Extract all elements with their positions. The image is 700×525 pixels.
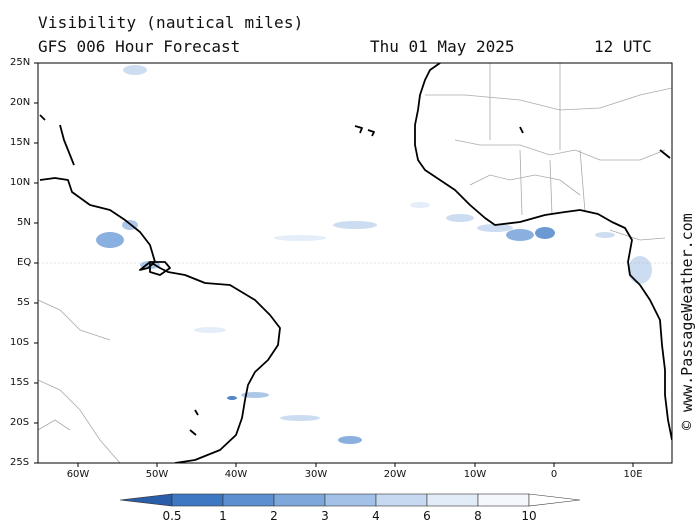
colorbar-swatch <box>222 493 275 507</box>
lon-label: 40W <box>224 469 248 480</box>
axis-ticks <box>34 62 634 467</box>
lon-label: 50W <box>145 469 169 480</box>
visibility-patches <box>96 65 652 444</box>
colorbar-swatch <box>477 493 530 507</box>
coastlines <box>39 63 672 463</box>
colorbar-swatch <box>324 493 377 507</box>
colorbar-label: 8 <box>474 509 482 523</box>
lat-label: 25N <box>10 57 31 68</box>
colorbar-label: 4 <box>372 509 380 523</box>
forecast-date: Thu 01 May 2025 <box>370 37 515 56</box>
colorbar-swatch <box>426 493 479 507</box>
lat-label: 15N <box>10 137 31 148</box>
lon-label: 10W <box>463 469 487 480</box>
forecast-time: 12 UTC <box>594 37 652 56</box>
lat-label: 5N <box>17 217 31 228</box>
lat-label: 20N <box>10 97 31 108</box>
colorbar-swatch <box>119 493 173 507</box>
colorbar-label: 3 <box>321 509 329 523</box>
lat-label: 25S <box>10 457 30 468</box>
colorbar-label: 2 <box>270 509 278 523</box>
lon-label: 20W <box>383 469 407 480</box>
colorbar-swatch <box>273 493 326 507</box>
colorbar-label: 1 <box>219 509 227 523</box>
site-credit: © www.PassageWeather.com <box>678 213 696 430</box>
lon-label: 0 <box>550 469 558 480</box>
map-title: Visibility (nautical miles) <box>38 13 304 32</box>
colorbar-label: 6 <box>423 509 431 523</box>
lat-label: 15S <box>10 377 30 388</box>
lat-label: 10S <box>10 337 30 348</box>
lat-label: EQ <box>17 257 32 268</box>
forecast-model: GFS 006 Hour Forecast <box>38 37 241 56</box>
lat-label: 20S <box>10 417 30 428</box>
lon-label: 30W <box>304 469 328 480</box>
lon-label: 10E <box>623 469 643 480</box>
country-borders <box>38 63 672 463</box>
colorbar-swatch <box>375 493 428 507</box>
colorbar-label: 0.5 <box>162 509 182 523</box>
lon-label: 60W <box>66 469 90 480</box>
colorbar-label: 10 <box>521 509 537 523</box>
lat-label: 10N <box>10 177 31 188</box>
lat-label: 5S <box>17 297 30 308</box>
colorbar-swatch <box>171 493 224 507</box>
colorbar <box>119 493 581 507</box>
colorbar-swatch <box>528 493 581 507</box>
